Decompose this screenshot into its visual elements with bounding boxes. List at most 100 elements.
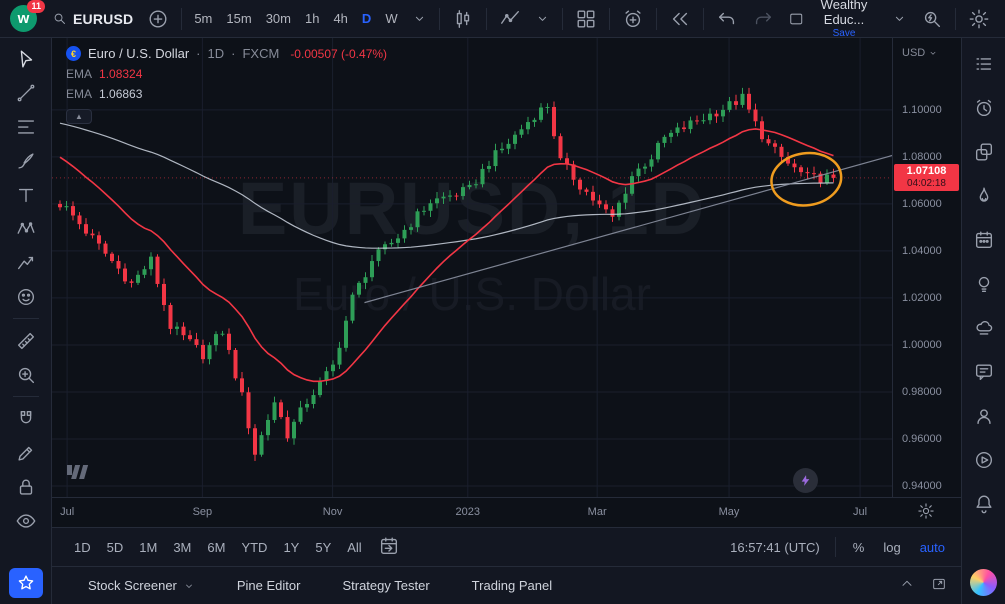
maximize-icon [933,578,945,590]
range-1y[interactable]: 1Y [275,536,307,559]
magnet-tool[interactable] [8,403,44,434]
ema-slow-label: EMA [66,87,93,101]
chart-plot[interactable] [52,38,892,497]
forecast-tool[interactable] [8,247,44,278]
percent-scale-button[interactable]: % [851,537,867,558]
watchlist-button[interactable] [966,48,1002,79]
public-chats-button[interactable] [966,312,1002,343]
range-all[interactable]: All [339,536,369,559]
panel-maximize-button[interactable] [931,576,947,595]
grid-layout-button[interactable] [568,4,604,34]
timeframe-30m[interactable]: 30m [259,4,298,34]
range-6m[interactable]: 6M [199,536,233,559]
timeframe-5m[interactable]: 5m [187,4,219,34]
zoom-tool[interactable] [8,359,44,390]
toolbar-separator [181,7,183,30]
draw-tool[interactable] [8,437,44,468]
notifications-button[interactable] [966,488,1002,519]
brush-tool[interactable] [8,145,44,176]
legend-symbol-row[interactable]: € Euro / U.S. Dollar · 1D · FXCM -0.0050… [66,46,387,61]
timeframe-1w[interactable]: W [378,4,404,34]
tradingview-logo[interactable] [66,462,96,487]
trend-line-icon [17,84,34,101]
create-alert-button[interactable] [615,4,651,34]
timeframe-15m[interactable]: 15m [219,4,258,34]
notification-count-badge: 11 [27,0,45,13]
panel-expand-button[interactable] [899,576,915,595]
measure-tool[interactable] [8,325,44,356]
timeframe-4h[interactable]: 4h [326,4,354,34]
timeframe-1d[interactable]: D [355,4,378,34]
log-scale-button[interactable]: log [881,537,902,558]
bell-icon [975,495,992,513]
chat-button[interactable] [966,356,1002,387]
redo-arrow-icon [755,12,771,24]
axis-settings-button[interactable] [917,502,935,523]
fib-retracement-tool[interactable] [8,111,44,142]
alerts-button[interactable] [966,92,1002,123]
settings-button[interactable] [961,4,997,34]
indicator-templates-button[interactable] [528,4,557,34]
tab-pine-editor[interactable]: Pine Editor [237,578,301,593]
ideas-button[interactable] [966,268,1002,299]
layout-name: Wealthy Educ... [820,0,868,27]
symbol-search-button[interactable]: EURUSD [45,4,140,34]
ema-slow-row[interactable]: EMA 1.06863 [66,87,387,101]
grid-layout-icon [577,10,595,27]
undo-button[interactable] [709,4,745,34]
tab-stock-screener[interactable]: Stock Screener [88,578,195,593]
timeframe-menu-button[interactable] [405,4,434,34]
range-ytd[interactable]: YTD [233,536,275,559]
streams-button[interactable] [966,400,1002,431]
range-1m[interactable]: 1M [131,536,165,559]
chart-style-button[interactable] [445,4,481,34]
forecast-icon [17,256,33,269]
lightning-badge[interactable] [793,468,818,493]
cursor-tool[interactable] [8,43,44,74]
range-5d[interactable]: 5D [99,536,132,559]
time-axis-label: Mar [587,506,607,518]
tab-strategy-tester[interactable]: Strategy Tester [342,578,429,593]
indicators-button[interactable] [492,4,528,34]
emoji-tool[interactable] [8,281,44,312]
range-3m[interactable]: 3M [165,536,199,559]
pattern-tool[interactable] [8,213,44,244]
ema-fast-row[interactable]: EMA 1.08324 [66,67,387,81]
go-to-date-button[interactable] [378,535,400,560]
quick-search-button[interactable] [914,4,950,34]
favorites-drawing-button[interactable] [8,568,43,598]
utc-clock[interactable]: 16:57:41 (UTC) [730,539,820,555]
layout-menu-button[interactable] [885,4,914,34]
bar-replay-button[interactable] [662,4,698,34]
text-tool[interactable] [8,179,44,210]
price-axis[interactable]: USD 1.10000 1.08000 1.06000 1.04000 1.02000 1… [892,38,961,497]
hotlists-button[interactable] [966,180,1002,211]
lock-tool[interactable] [8,471,44,502]
time-axis-label: Nov [322,506,343,518]
save-label[interactable]: Save [832,27,856,39]
account-logo-button[interactable]: w 11 [10,0,45,32]
time-axis[interactable]: Jul Sep Nov 2023 Mar May Jul [52,497,961,527]
layout-button[interactable]: Wealthy Educ... Save [781,0,885,39]
layout-text: Wealthy Educ... Save [810,0,878,39]
shows-button[interactable] [966,444,1002,475]
legend-change: -0.00507 (-0.47%) [290,46,388,61]
hide-tool[interactable] [8,505,44,536]
chevron-down-icon [415,16,423,21]
tab-trading-panel[interactable]: Trading Panel [472,578,552,593]
object-tree-button[interactable] [966,136,1002,167]
brand-app-button[interactable] [970,569,997,596]
timeframe-1h[interactable]: 1h [298,4,326,34]
auto-scale-button[interactable]: auto [918,537,947,558]
legend-collapse-button[interactable]: ▲ [66,109,92,124]
calendar-button[interactable] [966,224,1002,255]
tab-label: Trading Panel [471,578,553,593]
redo-button[interactable] [745,4,781,34]
price-axis-label: 1.02000 [902,291,942,304]
compare-add-button[interactable] [140,4,176,34]
range-1d[interactable]: 1D [66,536,99,559]
price-axis-currency[interactable]: USD [902,47,938,59]
trend-line-tool[interactable] [8,77,44,108]
bottom-toolbar-right: 16:57:41 (UTC) % log auto [730,537,947,558]
range-5y[interactable]: 5Y [307,536,339,559]
